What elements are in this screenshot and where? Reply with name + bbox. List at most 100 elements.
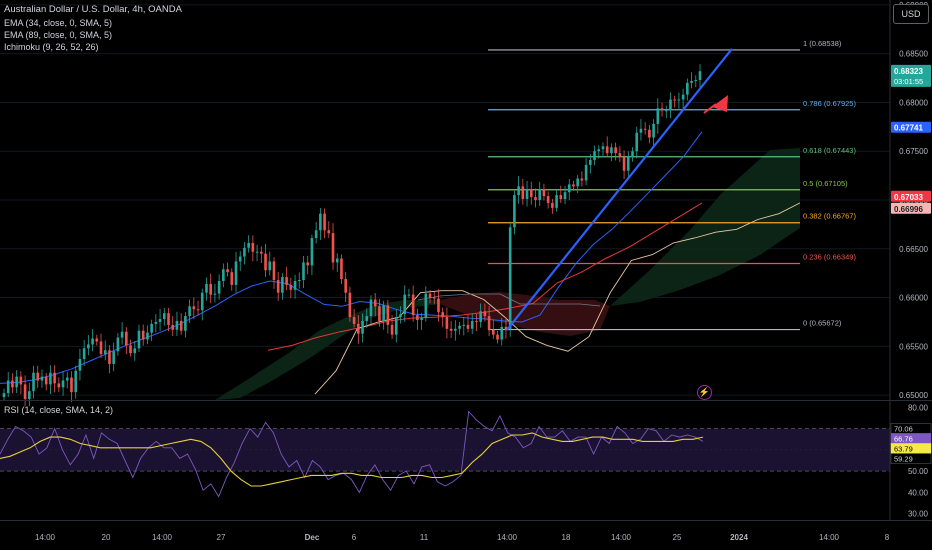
candle-body bbox=[373, 299, 377, 307]
candle-body bbox=[162, 313, 166, 320]
candle-body bbox=[306, 262, 310, 266]
candle-body bbox=[394, 317, 398, 335]
candle-body bbox=[272, 261, 276, 280]
trend-tool[interactable] bbox=[506, 48, 733, 331]
x-tick-label: 11 bbox=[420, 533, 429, 542]
candle-body bbox=[458, 325, 461, 329]
candle-body bbox=[103, 350, 107, 355]
rsi-legend[interactable]: RSI (14, close, SMA, 14, 2) bbox=[4, 405, 114, 415]
candle-body bbox=[635, 132, 639, 152]
candle-body bbox=[234, 261, 238, 285]
candle-body bbox=[631, 151, 634, 158]
candle-body bbox=[146, 332, 149, 340]
candle-body bbox=[572, 184, 575, 187]
candle-body bbox=[247, 242, 250, 248]
fib-level-label: 0.5 (0.67105) bbox=[803, 179, 848, 188]
rsi-label-text: 70.06 bbox=[894, 424, 913, 433]
fib-level-label: 0.618 (0.67443) bbox=[803, 146, 856, 155]
candle-body bbox=[53, 372, 56, 384]
candle-body bbox=[525, 189, 529, 200]
candle-body bbox=[196, 309, 200, 311]
candlestick-series bbox=[2, 64, 702, 407]
candle-body bbox=[660, 108, 664, 111]
candle-body bbox=[386, 305, 390, 325]
price-label-tag bbox=[891, 121, 931, 133]
ema89-legend[interactable]: EMA (89, close, 0, SMA, 5) bbox=[4, 30, 113, 40]
price-label-text: 0.67741 bbox=[894, 124, 923, 133]
ema34-legend[interactable]: EMA (34, close, 0, SMA, 5) bbox=[4, 18, 113, 28]
candle-body bbox=[344, 279, 347, 293]
candle-body bbox=[82, 348, 86, 360]
fib-level-label: 0 (0.65672) bbox=[803, 319, 842, 328]
candle-body bbox=[99, 341, 103, 355]
rsi-tick-label: 50.00 bbox=[908, 467, 929, 476]
candle-body bbox=[192, 306, 196, 310]
candle-body bbox=[154, 321, 158, 324]
y-tick-label: 0.67500 bbox=[899, 147, 928, 156]
candle-body bbox=[698, 71, 702, 80]
candle-body bbox=[158, 319, 162, 322]
candle-body bbox=[116, 337, 120, 352]
candle-body bbox=[112, 351, 115, 364]
candle-body bbox=[319, 213, 322, 231]
ichimoku-legend[interactable]: Ichimoku (9, 26, 52, 26) bbox=[4, 42, 99, 52]
candle-body bbox=[331, 233, 335, 263]
x-tick-label: 20 bbox=[102, 533, 111, 542]
candle-body bbox=[622, 157, 626, 171]
rsi-label-tag bbox=[890, 453, 932, 464]
candle-body bbox=[213, 293, 217, 295]
candle-body bbox=[297, 280, 301, 281]
candle-body bbox=[403, 294, 407, 315]
currency-button[interactable]: USD bbox=[893, 4, 929, 24]
x-tick-label: 14:00 bbox=[819, 533, 840, 542]
candle-body bbox=[593, 151, 596, 160]
fib-level-label: 1 (0.68538) bbox=[803, 39, 842, 48]
candle-body bbox=[669, 99, 672, 111]
candle-body bbox=[23, 384, 27, 400]
candle-body bbox=[108, 350, 111, 364]
candle-body bbox=[293, 280, 297, 290]
countdown-label: 03:01:55 bbox=[894, 77, 923, 86]
candle-body bbox=[462, 324, 466, 326]
candle-body bbox=[141, 330, 145, 340]
price-label-tag bbox=[891, 190, 931, 202]
candle-body bbox=[255, 251, 259, 253]
fib-level-label: 0.786 (0.67925) bbox=[803, 99, 856, 108]
candle-body bbox=[357, 323, 360, 334]
symbol-title: Australian Dollar / U.S. Dollar, 4h, OAN… bbox=[4, 4, 182, 15]
candle-body bbox=[378, 306, 381, 321]
candle-body bbox=[2, 393, 6, 398]
rsi-label-text: 66.76 bbox=[894, 434, 913, 443]
candle-body bbox=[226, 269, 229, 273]
candle-body bbox=[217, 280, 221, 294]
candle-body bbox=[188, 306, 191, 317]
y-tick-label: 0.65500 bbox=[899, 342, 928, 351]
candle-body bbox=[449, 328, 453, 331]
price-label-text: 0.67033 bbox=[894, 193, 923, 202]
candle-body bbox=[694, 80, 698, 81]
candle-body bbox=[521, 186, 525, 200]
price-label-tag bbox=[891, 64, 931, 87]
candle-body bbox=[542, 189, 546, 197]
candle-body bbox=[15, 376, 18, 388]
candle-body bbox=[432, 297, 436, 299]
candle-body bbox=[175, 320, 179, 330]
candle-body bbox=[567, 184, 571, 193]
candle-body bbox=[475, 320, 478, 322]
candle-body bbox=[677, 99, 681, 101]
candle-body bbox=[681, 94, 685, 100]
x-tick-label: 27 bbox=[217, 533, 226, 542]
rsi-tick-label: 80.00 bbox=[908, 403, 929, 412]
candle-body bbox=[656, 108, 660, 124]
candle-body bbox=[36, 372, 40, 381]
candle-body bbox=[580, 178, 584, 181]
candle-body bbox=[517, 186, 520, 196]
lightning-icon[interactable]: ⚡ bbox=[697, 385, 712, 400]
fibonacci-retracement[interactable]: 1 (0.68538) 0.786 (0.67925) 0.618 (0.67443… bbox=[488, 39, 856, 331]
rsi-tick-label: 40.00 bbox=[908, 488, 929, 497]
candle-body bbox=[643, 128, 647, 130]
trend-line bbox=[506, 48, 733, 331]
